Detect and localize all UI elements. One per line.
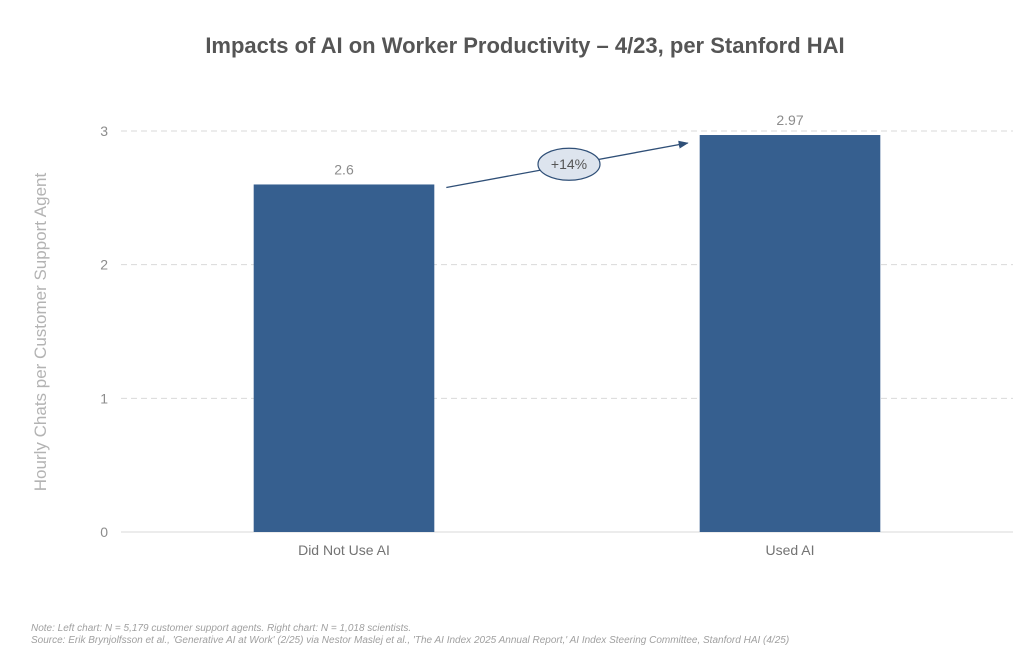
growth-callout-label: +14% bbox=[551, 156, 587, 172]
chart-title: Impacts of AI on Worker Productivity – 4… bbox=[205, 33, 845, 58]
y-tick-label: 2 bbox=[100, 257, 108, 273]
y-tick-label: 1 bbox=[100, 390, 108, 406]
growth-callout bbox=[537, 147, 601, 181]
bar bbox=[253, 184, 435, 532]
x-tick-label: Used AI bbox=[765, 542, 814, 558]
bar bbox=[699, 135, 881, 532]
footer-notes: Note: Left chart: N = 5,179 customer sup… bbox=[31, 623, 789, 647]
y-tick-label: 3 bbox=[100, 123, 108, 139]
data-label: 2.97 bbox=[776, 112, 803, 128]
y-axis-label: Hourly Chats per Customer Support Agent bbox=[31, 173, 50, 492]
x-tick-label: Did Not Use AI bbox=[298, 542, 390, 558]
footnote-source: Source: Erik Brynjolfsson et al., 'Gener… bbox=[31, 635, 790, 646]
footnote-note: Note: Left chart: N = 5,179 customer sup… bbox=[31, 623, 412, 634]
y-tick-label: 0 bbox=[100, 524, 108, 540]
data-label: 2.6 bbox=[334, 161, 354, 177]
bar-chart: 0 1 2 3 2.6 Did Not Use AI 2.97 Used AI +14% H… bbox=[31, 112, 1013, 558]
